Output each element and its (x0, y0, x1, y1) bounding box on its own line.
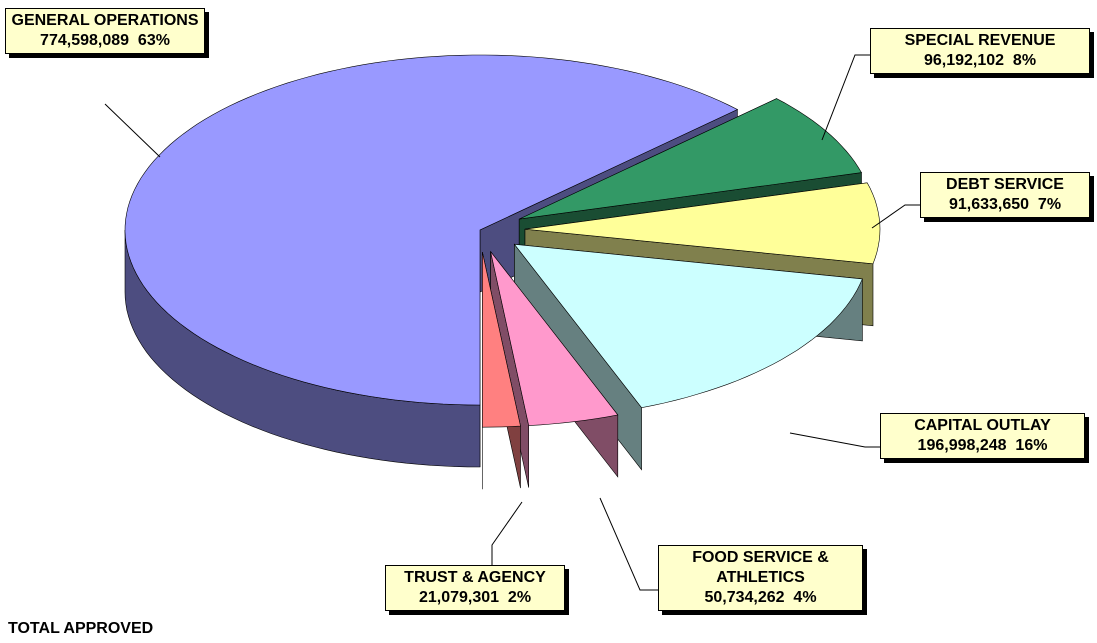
data-label: CAPITAL OUTLAY 196,998,248 16% (880, 413, 1085, 459)
label-values: 96,192,102 8% (874, 51, 1086, 71)
slice (124, 54, 739, 406)
data-label: FOOD SERVICE & ATHLETICS 50,734,262 4% (658, 545, 863, 611)
label-values: 91,633,650 7% (924, 195, 1086, 215)
slice (513, 243, 863, 409)
data-label: DEBT SERVICE 91,633,650 7% (920, 172, 1090, 218)
label-values: 774,598,089 63% (9, 31, 201, 51)
leader-line (104, 103, 161, 158)
slice (482, 252, 521, 428)
label-name: TRUST & AGENCY (404, 569, 546, 586)
value-label: 196,998,248 (917, 437, 1007, 454)
data-label: TRUST & AGENCY 21,079,301 2% (385, 565, 565, 611)
percent-label: 2% (507, 589, 532, 606)
value-label: 96,192,102 (923, 52, 1005, 69)
label-name: FOOD SERVICE & ATHLETICS (692, 549, 829, 586)
value-label: 774,598,089 (40, 32, 130, 49)
leader-line (871, 204, 920, 229)
leader-line (821, 54, 870, 141)
annotation: TOTAL APPROVED (8, 620, 154, 637)
data-label: SPECIAL REVENUE 96,192,102 8% (870, 28, 1090, 74)
label-name: DEBT SERVICE (946, 176, 1064, 193)
value-label: 21,079,301 (418, 589, 500, 606)
label-values: 21,079,301 2% (389, 588, 561, 608)
label-name: CAPITAL OUTLAY (914, 417, 1051, 434)
value-label: 50,734,262 (704, 589, 785, 606)
label-name: SPECIAL REVENUE (904, 32, 1056, 49)
data-label: GENERAL OPERATIONS 774,598,089 63% (5, 8, 205, 54)
label-name: GENERAL OPERATIONS (11, 12, 199, 29)
percent-label: 7% (1037, 196, 1062, 213)
label-values: 50,734,262 4% (662, 588, 859, 608)
leader-line (491, 501, 523, 565)
percent-label: 8% (1012, 52, 1037, 69)
percent-label: 16% (1015, 437, 1048, 454)
slice (519, 98, 862, 220)
percent-label: 4% (793, 589, 817, 606)
percent-label: 63% (137, 32, 170, 49)
slice (490, 251, 619, 426)
label-values: 196,998,248 16% (884, 436, 1081, 456)
value-label: 91,633,650 (948, 196, 1030, 213)
leader-line (789, 432, 880, 448)
leader-line (599, 497, 658, 591)
